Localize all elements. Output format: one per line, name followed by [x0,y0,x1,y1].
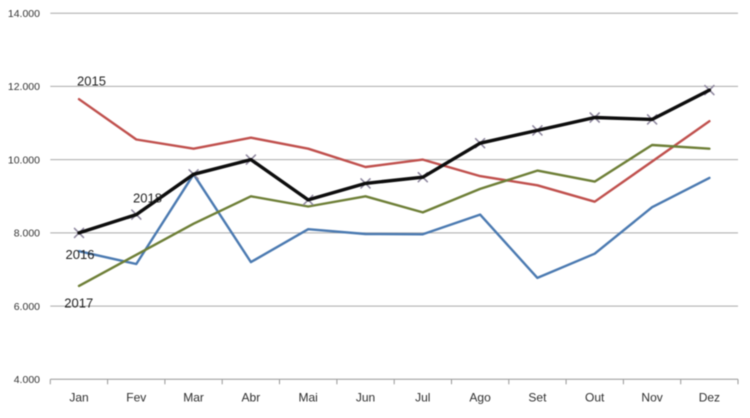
svg-text:Jun: Jun [356,390,375,404]
svg-text:Out: Out [585,390,605,404]
svg-text:14.000: 14.000 [8,8,40,20]
svg-text:Nov: Nov [641,390,662,404]
svg-text:10.000: 10.000 [8,154,40,166]
svg-text:Set: Set [528,390,547,404]
svg-text:Dez: Dez [699,390,720,404]
svg-text:2015: 2015 [77,73,106,88]
svg-text:8.000: 8.000 [14,228,40,240]
svg-text:Abr: Abr [242,390,261,404]
svg-text:12.000: 12.000 [8,81,40,93]
svg-text:2016: 2016 [66,247,95,262]
svg-text:Ago: Ago [469,390,491,404]
svg-text:2017: 2017 [64,296,93,311]
svg-text:Jan: Jan [69,390,88,404]
svg-text:6.000: 6.000 [14,301,40,313]
svg-text:2018: 2018 [133,190,162,205]
svg-text:Fev: Fev [126,390,146,404]
svg-text:4.000: 4.000 [14,374,40,386]
svg-text:Jul: Jul [415,390,430,404]
svg-text:Mar: Mar [183,390,204,404]
svg-text:Mai: Mai [299,390,318,404]
